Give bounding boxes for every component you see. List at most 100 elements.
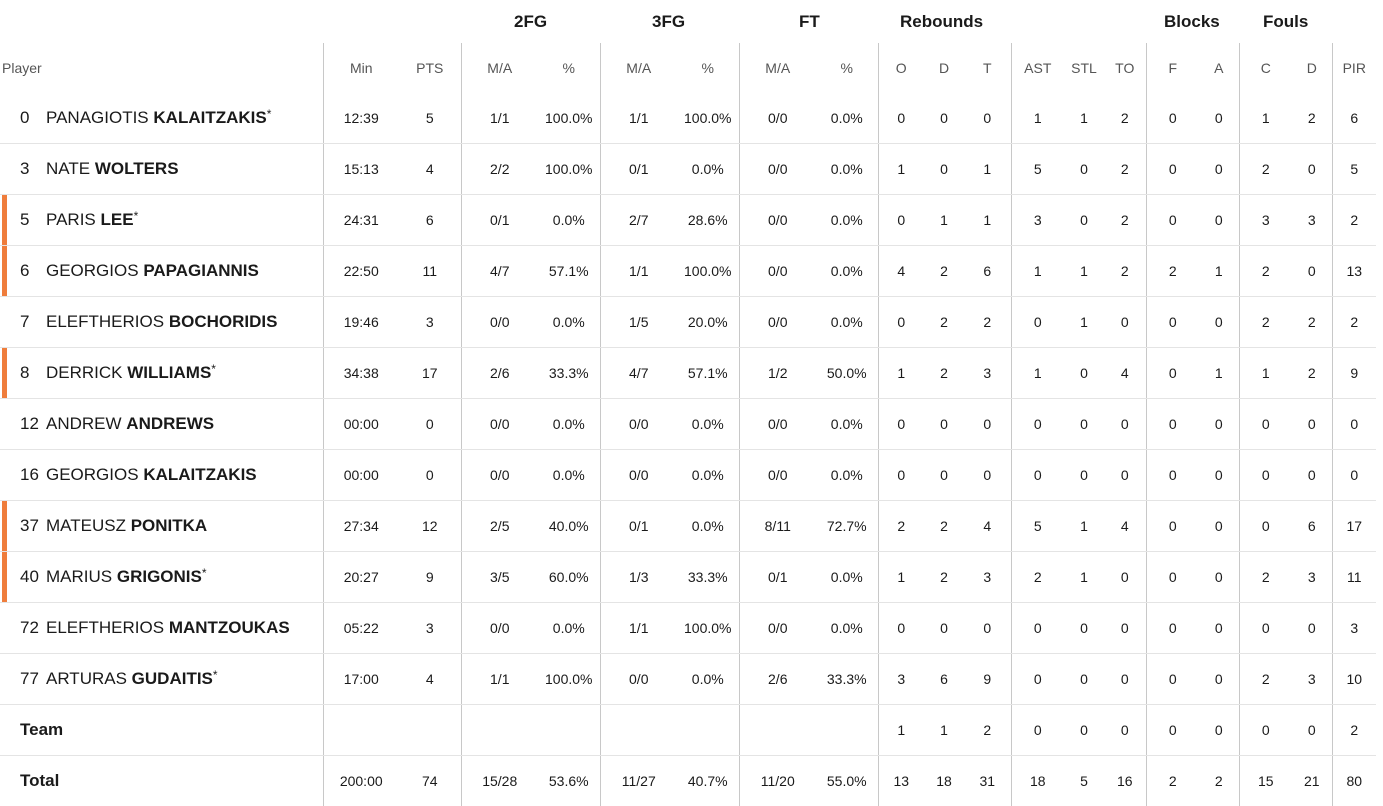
- cell-foul-c: 0: [1239, 603, 1292, 654]
- col-reb-d[interactable]: D: [924, 43, 964, 93]
- cell-reb-t: 1: [964, 144, 1011, 195]
- col-reb-t[interactable]: T: [964, 43, 1011, 93]
- cell-reb-d: 0: [924, 450, 964, 501]
- cell-reb-t: 31: [964, 756, 1011, 806]
- col-min[interactable]: Min: [323, 43, 399, 93]
- cell-fg2-ma: 1/1: [461, 654, 538, 705]
- cell-blk-a: 2: [1199, 756, 1239, 806]
- cell-reb-o: 0: [878, 399, 924, 450]
- col-to[interactable]: TO: [1104, 43, 1146, 93]
- col-foul-c[interactable]: C: [1239, 43, 1292, 93]
- col-pts[interactable]: PTS: [399, 43, 461, 93]
- cell-fg2-ma: 0/0: [461, 450, 538, 501]
- cell-reb-t: 6: [964, 246, 1011, 297]
- cell-reb-d: 18: [924, 756, 964, 806]
- cell-ast: 0: [1011, 603, 1064, 654]
- cell-blk-f: 0: [1146, 297, 1199, 348]
- cell-pir: 5: [1332, 144, 1376, 195]
- cell-foul-c: 2: [1239, 297, 1292, 348]
- col-ft-pct[interactable]: %: [816, 43, 878, 93]
- cell-reb-d: 2: [924, 246, 964, 297]
- cell-fg2-pct: 0.0%: [538, 195, 600, 246]
- player-last-name: WOLTERS: [95, 159, 179, 178]
- cell-reb-d: 2: [924, 348, 964, 399]
- cell-foul-d: 0: [1292, 450, 1332, 501]
- total-row-label: Total: [0, 771, 59, 790]
- col-blk-f[interactable]: F: [1146, 43, 1199, 93]
- cell-fg3-pct: 0.0%: [677, 501, 739, 552]
- group-ft: FT: [739, 0, 878, 43]
- col-ast[interactable]: AST: [1011, 43, 1064, 93]
- cell-foul-c: 0: [1239, 399, 1292, 450]
- col-player[interactable]: Player: [0, 43, 323, 93]
- cell-foul-d: 0: [1292, 603, 1332, 654]
- cell-fg3-pct: 40.7%: [677, 756, 739, 806]
- cell-blk-a: 0: [1199, 297, 1239, 348]
- col-3fg-pct[interactable]: %: [677, 43, 739, 93]
- cell-reb-o: 0: [878, 195, 924, 246]
- col-3fg-ma[interactable]: M/A: [600, 43, 677, 93]
- cell-blk-f: 0: [1146, 552, 1199, 603]
- cell-pir: 2: [1332, 297, 1376, 348]
- col-2fg-ma[interactable]: M/A: [461, 43, 538, 93]
- cell-fg3-ma: 0/1: [600, 144, 677, 195]
- cell-fg2-pct: [538, 705, 600, 756]
- cell-reb-d: 6: [924, 654, 964, 705]
- col-stl[interactable]: STL: [1064, 43, 1104, 93]
- col-ft-ma[interactable]: M/A: [739, 43, 816, 93]
- cell-foul-c: 0: [1239, 501, 1292, 552]
- cell-blk-a: 0: [1199, 705, 1239, 756]
- cell-ft-pct: 0.0%: [816, 399, 878, 450]
- cell-to: 0: [1104, 705, 1146, 756]
- team-row-label-cell: Team: [0, 705, 323, 756]
- cell-reb-o: 1: [878, 144, 924, 195]
- col-blk-a[interactable]: A: [1199, 43, 1239, 93]
- highlight-stripe: [2, 195, 7, 245]
- cell-fg2-ma: 3/5: [461, 552, 538, 603]
- cell-ft-ma: [739, 705, 816, 756]
- col-foul-d[interactable]: D: [1292, 43, 1332, 93]
- player-last-name: PAPAGIANNIS: [143, 261, 259, 280]
- cell-to: 2: [1104, 246, 1146, 297]
- player-number: 0: [0, 108, 46, 128]
- cell-ft-pct: [816, 705, 878, 756]
- cell-reb-o: 1: [878, 348, 924, 399]
- cell-to: 0: [1104, 603, 1146, 654]
- col-pir[interactable]: PIR: [1332, 43, 1376, 93]
- col-2fg-pct[interactable]: %: [538, 43, 600, 93]
- cell-ft-pct: 0.0%: [816, 195, 878, 246]
- cell-fg3-ma: 1/1: [600, 603, 677, 654]
- team-row-label: Team: [0, 720, 63, 739]
- cell-min: 12:39: [323, 93, 399, 144]
- player-last-name: KALAITZAKIS: [143, 465, 256, 484]
- col-reb-o[interactable]: O: [878, 43, 924, 93]
- cell-pts: 6: [399, 195, 461, 246]
- cell-stl: 1: [1064, 297, 1104, 348]
